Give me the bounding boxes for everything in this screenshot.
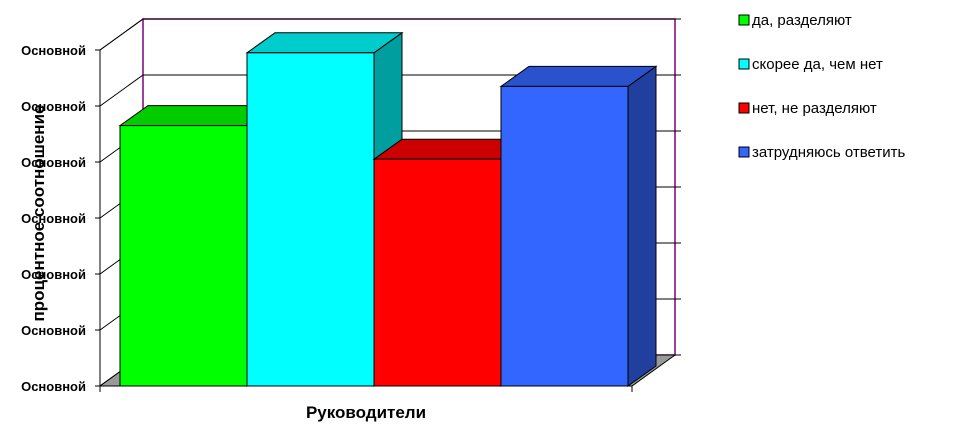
y-tick-label: Основной: [21, 155, 86, 170]
legend-item: нет, не разделяют: [738, 100, 877, 117]
legend-label: нет, не разделяют: [752, 100, 877, 117]
legend-item: затрудняюсь ответить: [738, 144, 905, 161]
legend-label: затрудняюсь ответить: [752, 144, 905, 161]
legend-label: скорее да, чем нет: [752, 56, 883, 73]
gridline: [99, 74, 675, 107]
gridline: [99, 18, 675, 51]
legend-swatch: [738, 14, 750, 26]
bar-side: [627, 65, 657, 387]
y-tick-label: Основной: [21, 99, 86, 114]
legend-swatch: [738, 58, 750, 70]
legend-item: скорее да, чем нет: [738, 56, 883, 73]
legend-swatch: [738, 146, 750, 158]
y-axis-title: процентное соотношение: [29, 105, 48, 322]
bar-front: [373, 158, 502, 387]
y-tick-label: Основной: [21, 43, 86, 58]
legend-label: да, разделяют: [752, 12, 852, 29]
y-tick-label: Основной: [21, 267, 86, 282]
legend: да, разделяют скорее да, чем нет нет, не р…: [738, 12, 905, 161]
bars: [118, 31, 658, 387]
bar-top: [245, 32, 404, 54]
x-axis-title: Руководители: [306, 403, 426, 422]
y-tick-label: Основной: [21, 323, 86, 338]
bar-top: [499, 65, 658, 87]
y-tick-label: Основной: [21, 211, 86, 226]
legend-item: да, разделяют: [738, 12, 852, 29]
legend-swatch: [738, 102, 750, 114]
bar: [499, 65, 658, 387]
bar-front: [119, 125, 248, 387]
y-tick-labels: Основной Основной Основной Основной Основной…: [21, 43, 86, 394]
bar-front: [246, 52, 375, 387]
y-tick-label: Основной: [21, 379, 86, 394]
bar-front: [500, 85, 629, 387]
